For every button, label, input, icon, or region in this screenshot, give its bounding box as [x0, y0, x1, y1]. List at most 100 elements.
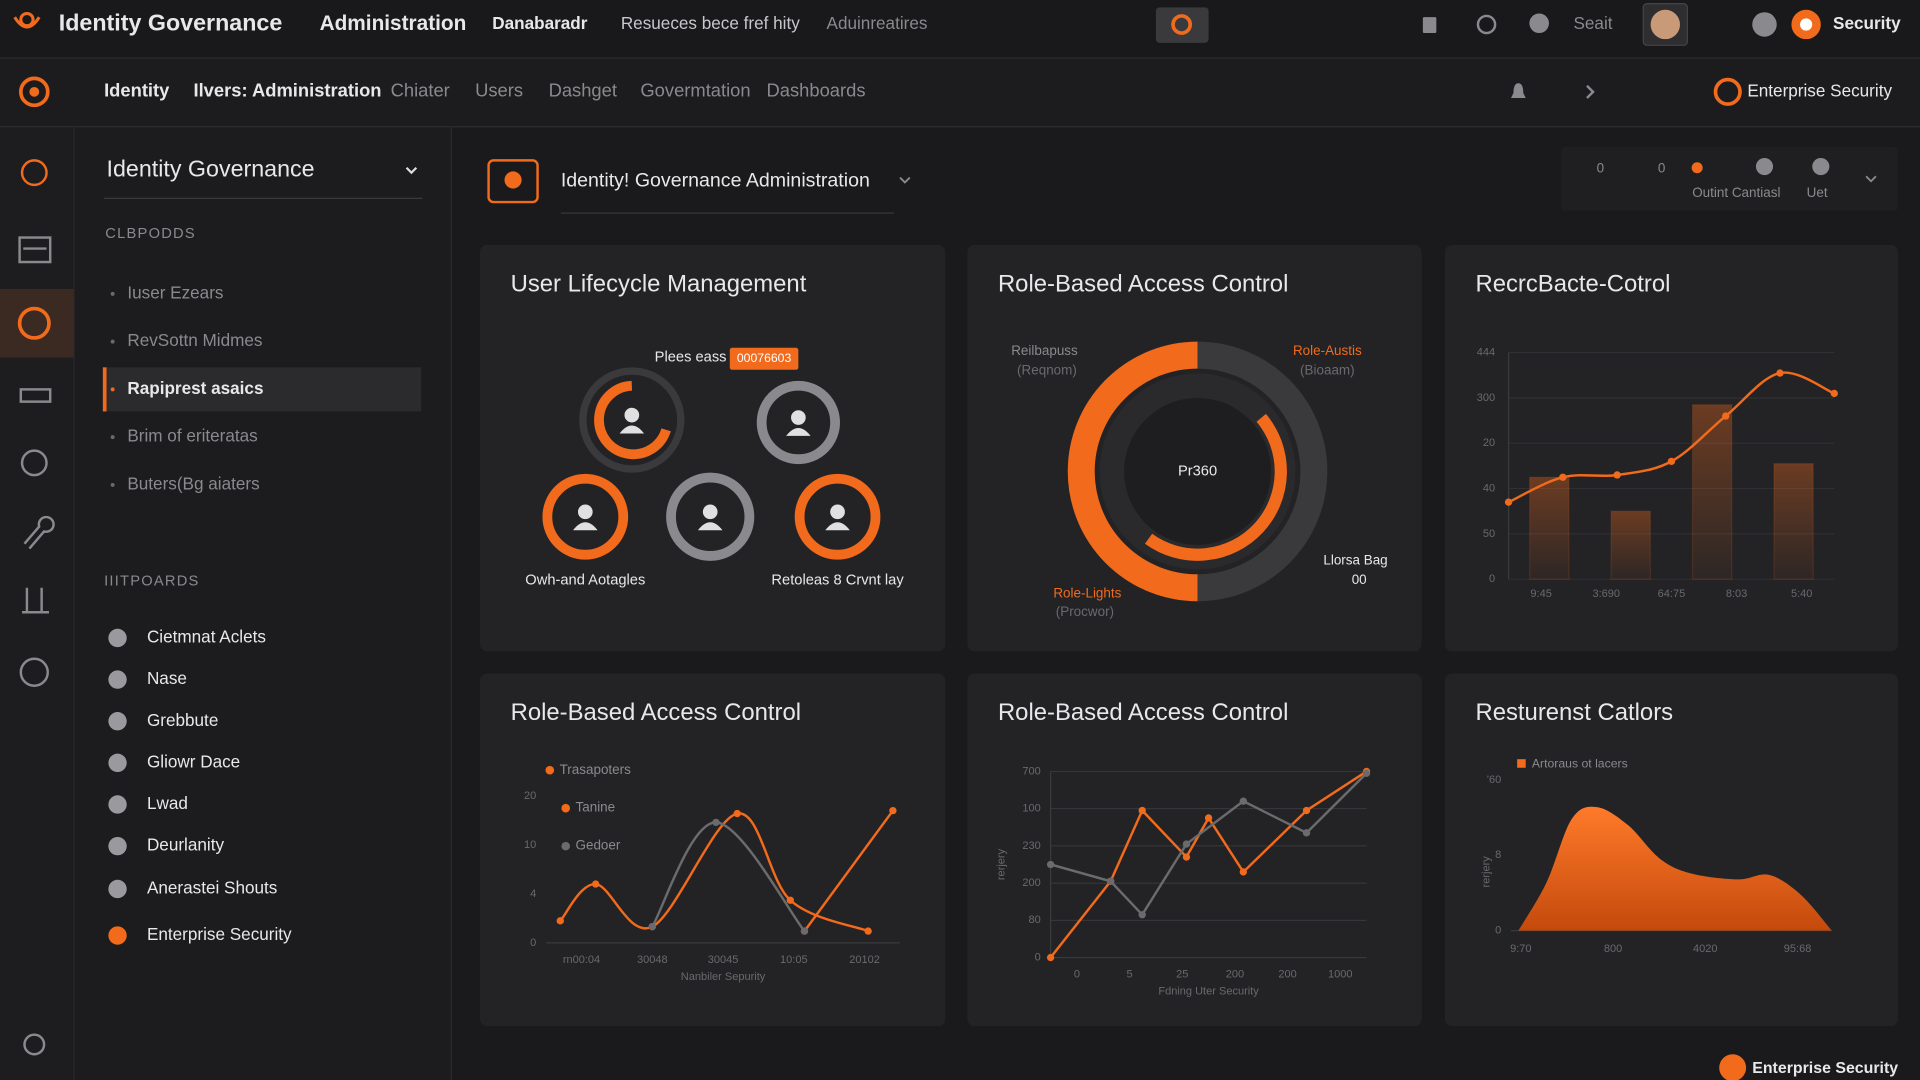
donut-label: (Bioaam) — [1300, 363, 1355, 378]
y-tick-label: 20 — [524, 790, 536, 802]
user-ring — [666, 472, 755, 561]
sidebar-item[interactable]: Gliowr Dace — [147, 751, 240, 771]
donut-label: Llorsa Bag — [1323, 552, 1387, 567]
donut-label: (Procwor) — [1056, 604, 1114, 619]
user-body — [825, 522, 850, 531]
y-tick-label: 700 — [1022, 765, 1040, 777]
status-icon — [1812, 157, 1830, 176]
center-button[interactable] — [1155, 7, 1209, 43]
sidebar-item[interactable]: Buters(Bg aiaters — [127, 473, 259, 493]
donut-label: (Reqnom) — [1017, 363, 1077, 378]
enterprise-logo — [1713, 77, 1742, 106]
sidebar-title: Identity Governance — [107, 155, 315, 181]
sidebar-item[interactable]: Brim of eriteratas — [127, 426, 257, 446]
y-tick-label: 50 — [1483, 528, 1495, 540]
point — [1046, 860, 1055, 869]
chevron[interactable] — [1586, 84, 1595, 99]
y-tick-label: 0 — [1035, 951, 1041, 963]
point — [1362, 769, 1371, 777]
legend-label: Gedoer — [576, 838, 621, 853]
x-tick-label: 200 — [1226, 969, 1244, 981]
nav-logo — [18, 76, 50, 108]
bar — [1691, 404, 1733, 580]
item-icon — [108, 836, 127, 856]
point — [1182, 840, 1191, 848]
bullet — [110, 482, 115, 487]
nav-link[interactable]: Dashget — [549, 80, 617, 101]
top-link[interactable]: Aduinreatires — [827, 13, 928, 33]
y-tick-label: 300 — [1477, 392, 1495, 404]
badge — [729, 347, 799, 370]
sidebar-item[interactable]: Nase — [147, 668, 187, 688]
point — [1182, 853, 1191, 861]
x-axis-title: Fdning Uter Security — [1158, 986, 1259, 998]
top-link[interactable]: Administration — [320, 12, 467, 35]
sidebar-item[interactable]: Anerastei Shouts — [147, 878, 277, 898]
y-tick-label: 20 — [1483, 437, 1495, 449]
x-tick-label: 800 — [1604, 943, 1622, 955]
nav-link[interactable]: Govermtation — [640, 80, 750, 101]
top-link[interactable]: Resueces bece fref hity — [621, 13, 800, 33]
chevron[interactable] — [405, 166, 418, 175]
x-tick-label: 0 — [1074, 969, 1080, 981]
y-tick-label: 0 — [530, 937, 536, 949]
chevron[interactable] — [1865, 175, 1877, 183]
user-ring — [756, 380, 840, 465]
nav-link[interactable]: Ilvers: Administration — [193, 80, 381, 101]
nav-link[interactable]: Chiater — [391, 80, 450, 101]
bell-icon[interactable] — [1511, 83, 1526, 98]
nav-link[interactable]: Identity — [104, 80, 170, 101]
y-tick-label: 4 — [530, 888, 536, 900]
point — [1106, 877, 1115, 885]
sidebar-item[interactable]: Cietmnat Aclets — [147, 626, 266, 646]
nav-link[interactable]: Dashboards — [767, 80, 866, 101]
sidebar-item[interactable]: Rapiprest asaics — [127, 378, 263, 398]
panel-title: Resturenst Catlors — [1476, 699, 1674, 726]
bullet — [110, 291, 115, 296]
point — [1830, 389, 1838, 398]
rail-active — [0, 288, 74, 358]
bullet — [110, 339, 115, 344]
point — [591, 880, 600, 888]
sidebar-item[interactable]: Lwad — [147, 793, 188, 813]
status-box — [1561, 146, 1898, 211]
sidebar-item[interactable]: Deurlanity — [147, 835, 225, 855]
item-icon — [108, 879, 127, 899]
x-tick-label: 30045 — [708, 954, 739, 966]
nav-logo-dot — [29, 86, 40, 97]
donut-label: Reilbapuss — [1011, 343, 1078, 358]
x-tick-label: 30048 — [637, 954, 668, 966]
footer: Enterprise Security — [1752, 1060, 1898, 1077]
legend-dot — [561, 803, 570, 813]
nav-link[interactable]: Users — [475, 80, 523, 101]
status-icon — [1755, 157, 1774, 176]
panel — [480, 244, 946, 652]
y-tick-label: 444 — [1477, 347, 1495, 359]
item-icon — [108, 926, 127, 945]
search[interactable]: Seait — [1573, 13, 1612, 33]
stat: 0 — [1597, 161, 1604, 176]
bullet — [110, 387, 115, 392]
sidebar-item[interactable]: Enterprise Security — [147, 924, 292, 944]
sidebar-item[interactable]: RevSottn Midmes — [127, 330, 262, 350]
top-link[interactable]: Danabaradr — [492, 13, 588, 33]
point — [1239, 797, 1247, 805]
legend-dot — [545, 765, 555, 775]
sidebar-item[interactable]: Iuser Ezears — [127, 282, 223, 302]
item-icon — [108, 712, 127, 731]
panel — [480, 673, 946, 1027]
point — [786, 896, 794, 904]
status-dot — [1691, 162, 1703, 174]
user-logo-inner — [1800, 18, 1813, 31]
user-ring — [542, 473, 629, 560]
page-title: Identity! Governance Administration — [561, 169, 870, 191]
point — [1204, 814, 1213, 822]
sidebar-item[interactable]: Grebbute — [147, 710, 218, 730]
donut-center: Pr360 — [1178, 463, 1217, 479]
user-head — [791, 410, 806, 425]
header-icon-inner — [504, 171, 522, 189]
chevron[interactable] — [899, 176, 911, 184]
tab[interactable]: Outint Cantiasl — [1692, 185, 1780, 200]
tab[interactable]: Uet — [1807, 185, 1828, 200]
item-icon — [108, 670, 127, 689]
